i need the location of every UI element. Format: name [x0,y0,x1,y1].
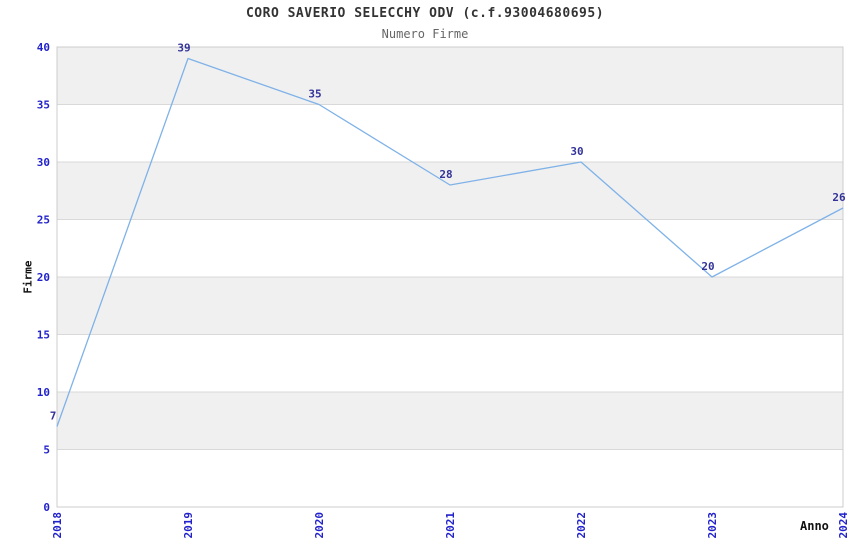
x-tick-label: 2021 [444,512,457,539]
y-tick-label: 20 [37,271,50,284]
x-tick-label: 2019 [182,512,195,539]
plot-band [57,162,843,220]
x-axis-title: Anno [800,519,829,533]
plot-band [57,219,843,277]
x-tick-label: 2020 [313,512,326,539]
plot-band [57,277,843,335]
point-value-label: 28 [439,168,452,181]
chart-title: CORO SAVERIO SELECCHY ODV (c.f.930046806… [245,6,605,21]
x-tick-label: 2018 [51,512,64,539]
y-tick-label: 30 [37,156,50,169]
plot-band [57,449,843,507]
point-value-label: 30 [570,145,583,158]
x-tick-label: 2023 [706,512,719,539]
point-value-label: 7 [50,410,57,423]
point-value-label: 35 [308,88,321,101]
y-tick-label: 10 [37,386,50,399]
plot-band [57,334,843,392]
x-tick-label: 2024 [837,512,850,539]
plot-band [57,392,843,450]
point-value-label: 39 [177,42,190,55]
point-value-label: 26 [832,191,846,204]
y-tick-label: 0 [43,501,50,514]
point-value-label: 20 [701,260,714,273]
y-tick-label: 15 [37,329,50,342]
plot-border [56,46,844,508]
plot-band [57,47,843,105]
data-line [56,57,844,427]
y-tick-label: 40 [37,41,50,54]
y-tick-label: 5 [43,444,50,457]
y-tick-label: 25 [37,214,50,227]
y-tick-label: 35 [37,99,50,112]
chart-subtitle: Numero Firme [381,27,469,41]
plot-band [57,104,843,162]
x-tick-label: 2022 [575,512,588,539]
